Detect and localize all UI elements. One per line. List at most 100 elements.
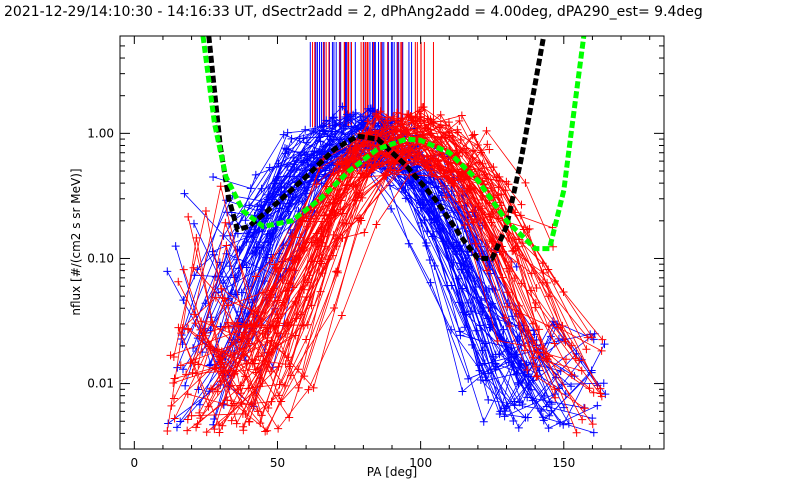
blue-spectrum-point: [286, 196, 295, 205]
y-axis-label: nflux [#/(cm2 s sr MeV)]: [69, 168, 83, 315]
blue-spectrum-point: [194, 385, 203, 394]
blue-spectrum-point: [315, 147, 324, 156]
blue-spectrum-point: [514, 423, 523, 432]
red-spectrum-point: [294, 365, 303, 374]
blue-spectrum-point: [524, 370, 533, 379]
red-spectrum-point: [516, 211, 525, 220]
blue-spectrum-point: [426, 278, 435, 287]
blue-spectrum-point: [479, 417, 488, 426]
red-spectrum-point: [232, 327, 241, 336]
blue-spectrum-point: [484, 395, 493, 404]
red-spectrum-point: [426, 125, 435, 134]
red-spectrum-point: [285, 265, 294, 274]
red-spectrum-point: [170, 414, 179, 423]
blue-spectrum-point: [303, 156, 312, 165]
red-spectrum-point: [169, 394, 178, 403]
red-spectrum-point: [195, 408, 204, 417]
blue-spectrum-point: [544, 424, 553, 433]
red-spectrum-point: [226, 366, 235, 375]
red-spectrum-point: [213, 387, 222, 396]
blue-spectrum-point: [319, 126, 328, 135]
red-spectrum-point: [598, 335, 607, 344]
red-spectrum-point: [254, 352, 263, 361]
red-spectrum-point: [486, 213, 495, 222]
red-spectrum-point: [245, 417, 254, 426]
blue-spectrum-point: [397, 184, 406, 193]
blue-spectrum-point: [593, 401, 602, 410]
blue-spectrum-point: [198, 348, 207, 357]
red-spectrum-point: [183, 426, 192, 435]
red-spectrum-point: [488, 207, 497, 216]
blue-spectrum-point: [564, 419, 573, 428]
red-spectrum-point: [224, 318, 233, 327]
blue-spectrum-point: [300, 183, 309, 192]
red-spectrum-point: [485, 145, 494, 154]
red-spectrum-point: [578, 415, 587, 424]
blue-spectrum-point: [500, 404, 509, 413]
red-spectrum-point: [544, 352, 553, 361]
red-spectrum-point: [243, 321, 252, 330]
red-spectrum-point: [176, 361, 185, 370]
red-spectrum-point: [218, 399, 227, 408]
red-spectrum-point: [302, 335, 311, 344]
red-spectrum-point: [238, 422, 247, 431]
red-spectrum-point: [483, 140, 492, 149]
blue-spectrum-point: [242, 237, 251, 246]
red-spectrum-point: [261, 427, 270, 436]
blue-spectrum-point: [567, 382, 576, 391]
red-spectrum-point: [312, 180, 321, 189]
blue-spectrum-point: [495, 409, 504, 418]
red-spectrum-point: [232, 419, 241, 428]
red-spectrum-point: [462, 144, 471, 153]
red-spectrum-point: [453, 125, 462, 134]
red-spectrum-point: [583, 333, 592, 342]
red-spectrum-point: [372, 220, 381, 229]
red-spectrum-point: [250, 359, 259, 368]
red-spectrum-line: [180, 110, 499, 408]
blue-spectrum-point: [475, 321, 484, 330]
blue-spectrum-point: [589, 428, 598, 437]
red-spectrum-point: [529, 353, 538, 362]
red-spectrum-line: [186, 131, 495, 431]
blue-spectrum-point: [460, 323, 469, 332]
red-spectrum-line: [186, 115, 589, 375]
blue-spectrum-point: [266, 232, 275, 241]
blue-spectrum-point: [422, 238, 431, 247]
blue-spectrum-point: [464, 374, 473, 383]
blue-spectrum-point: [323, 132, 332, 141]
red-spectrum-point: [294, 383, 303, 392]
blue-spectrum-point: [539, 416, 548, 425]
red-spectrum-point: [187, 411, 196, 420]
red-spectrum-point: [558, 321, 567, 330]
blue-spectrum-point: [328, 113, 337, 122]
blue-spectrum-point: [338, 102, 347, 111]
blue-spectrum-line: [175, 108, 605, 426]
red-spectrum-point: [474, 158, 483, 167]
red-spectrum-point: [534, 348, 543, 357]
red-spectrum-point: [213, 345, 222, 354]
blue-spectrum-point: [601, 390, 610, 399]
red-spectrum-point: [166, 351, 175, 360]
y-tick-label: 1.00: [87, 126, 114, 140]
red-spectrum-point: [356, 169, 365, 178]
blue-spectrum-point: [432, 227, 441, 236]
blue-spectrum-point: [589, 335, 598, 344]
red-spectrum-point: [354, 188, 363, 197]
blue-spectrum-point: [313, 153, 322, 162]
blue-spectrum-point: [181, 381, 190, 390]
blue-spectrum-point: [259, 243, 268, 252]
red-spectrum-line: [170, 116, 594, 425]
red-spectrum-point: [588, 420, 597, 429]
blue-spectrum-point: [180, 189, 189, 198]
blue-spectrum-point: [514, 378, 523, 387]
red-spectrum-point: [511, 208, 520, 217]
red-spectrum-point: [222, 241, 231, 250]
blue-spectrum-line: [251, 117, 556, 417]
red-spectrum-point: [507, 258, 516, 267]
red-spectrum-point: [274, 362, 283, 371]
red-spectrum-point: [179, 265, 188, 274]
red-spectrum-point: [335, 157, 344, 166]
red-spectrum-point: [544, 322, 553, 331]
red-spectrum-point: [363, 137, 372, 146]
red-spectrum-point: [274, 329, 283, 338]
